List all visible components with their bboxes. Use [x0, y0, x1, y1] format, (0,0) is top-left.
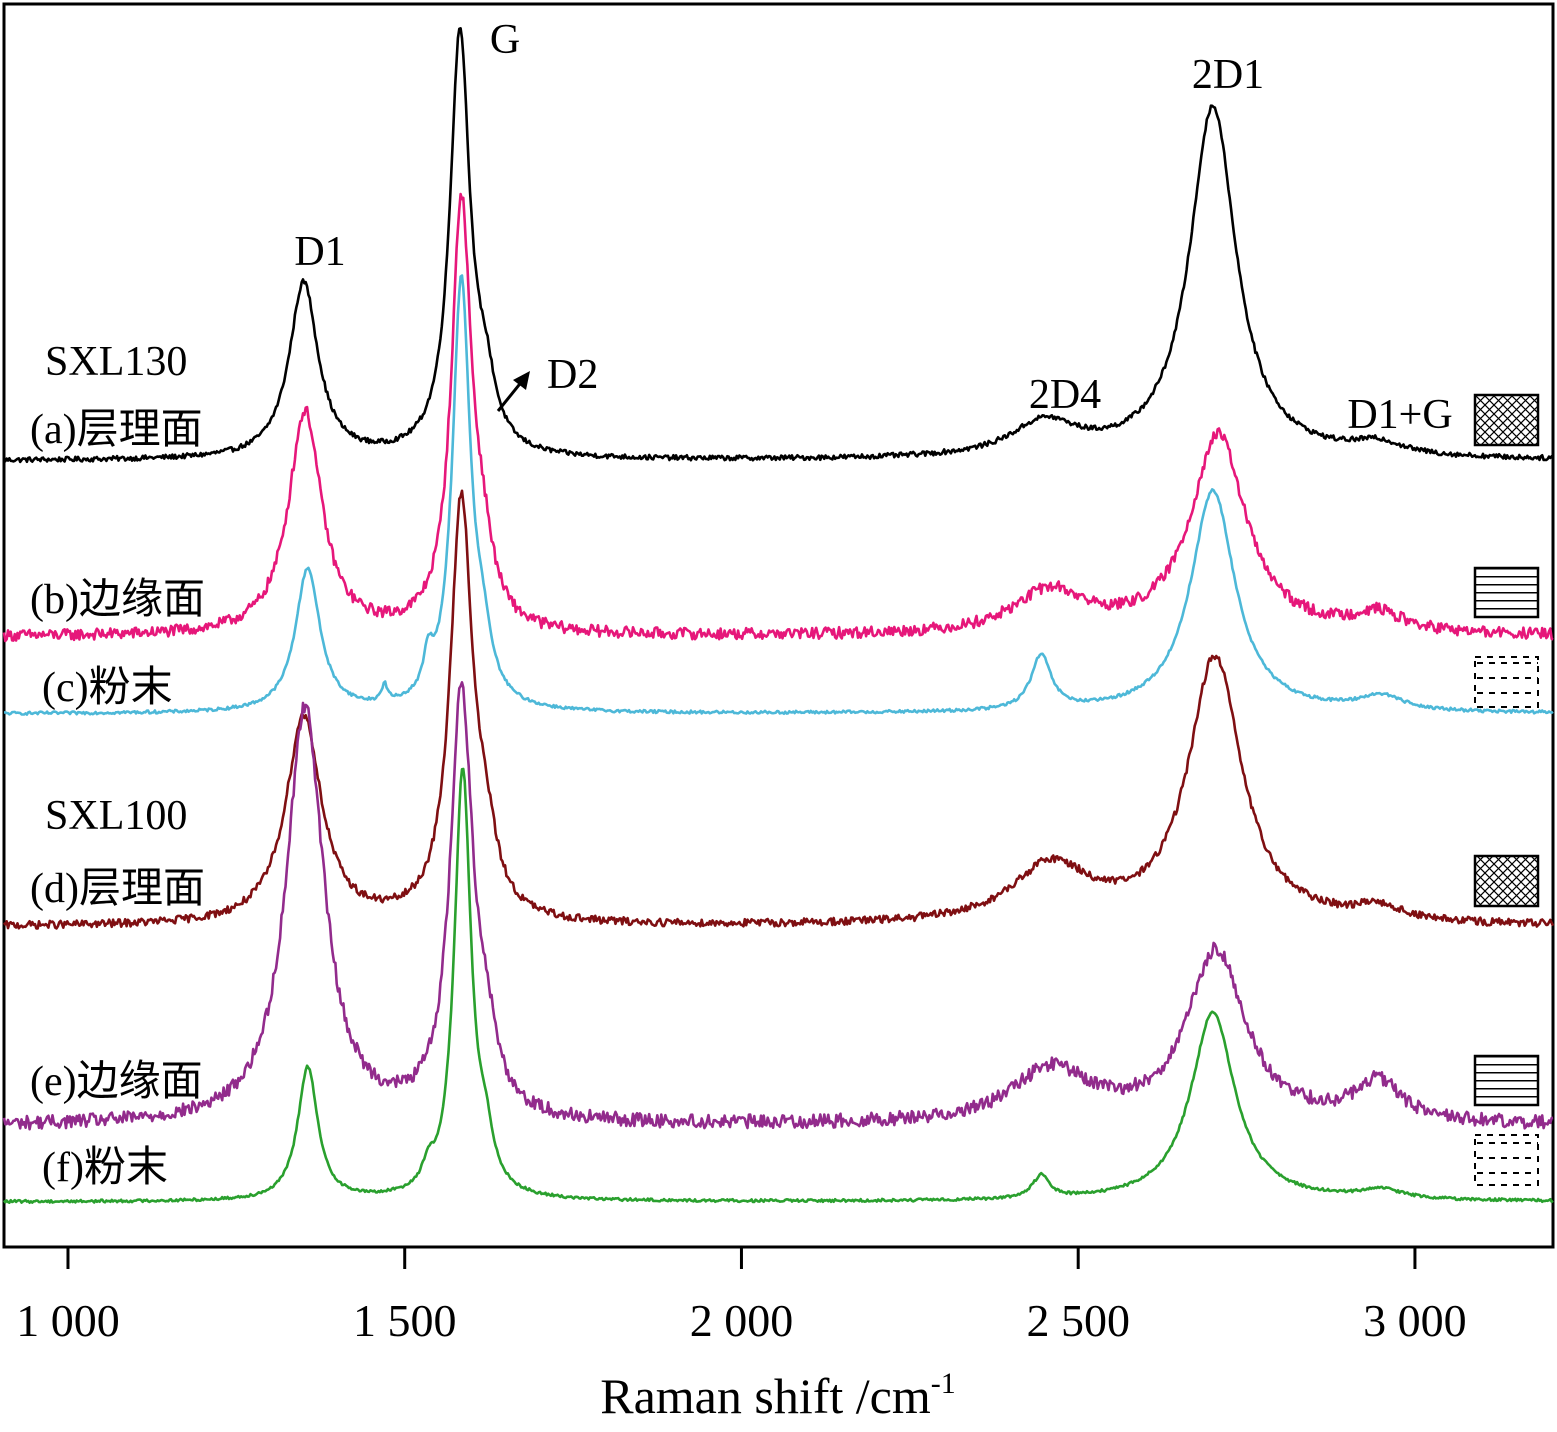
peak-label-2d1: 2D1	[1192, 52, 1264, 98]
swatch-crosshatch-d	[1473, 854, 1540, 908]
spectrum-line-2	[2, 192, 1554, 643]
spectrum-line-5	[2, 681, 1554, 1131]
x-tick-label: 3 000	[1363, 1295, 1467, 1346]
series-layer	[2, 26, 1555, 1204]
series-label-d: (d)层理面	[30, 866, 205, 912]
swatch-crosshatch-a	[1473, 393, 1540, 447]
x-tick-label: 2 500	[1026, 1295, 1130, 1346]
x-tick-label: 1 000	[16, 1295, 120, 1346]
spectrum-line-3	[4, 274, 1554, 716]
spectrum-line-6	[2, 767, 1554, 1204]
swatch-dotted-f	[1474, 1134, 1539, 1186]
plot-frame	[2, 2, 1555, 1249]
series-label-e: (e)边缘面	[30, 1059, 203, 1105]
x-axis-title-text: Raman shift /cm	[600, 1368, 931, 1424]
series-label-a: (a)层理面	[30, 407, 203, 453]
x-axis-title-superscript: -1	[931, 1367, 956, 1400]
x-axis-ticks: 1 000 1 500 2 000 2 500 3 000	[16, 1247, 1467, 1346]
spectrum-line-4	[2, 489, 1555, 930]
group-label-sxl100: SXL100	[45, 793, 187, 839]
series-label-f: (f)粉末	[42, 1145, 168, 1191]
swatch-dotted-c	[1474, 656, 1539, 708]
peak-label-g: G	[490, 17, 520, 63]
series-label-b: (b)边缘面	[30, 577, 205, 623]
peak-label-d1: D1	[294, 229, 345, 275]
group-label-sxl130: SXL130	[45, 339, 187, 385]
d2-arrow	[496, 371, 530, 412]
peak-label-d2: D2	[547, 352, 598, 398]
spectrum-line-1	[2, 26, 1555, 464]
peak-label-d1-plus-g: D1+G	[1347, 392, 1452, 438]
x-tick-label: 1 500	[353, 1295, 457, 1346]
x-tick-label: 2 000	[690, 1295, 794, 1346]
x-axis-title: Raman shift /cm-1	[600, 1367, 956, 1424]
series-label-c: (c)粉末	[42, 665, 173, 711]
swatch-horizontal-b	[1473, 566, 1540, 619]
swatch-horizontal-e	[1473, 1054, 1540, 1107]
peak-label-2d4: 2D4	[1029, 372, 1101, 418]
